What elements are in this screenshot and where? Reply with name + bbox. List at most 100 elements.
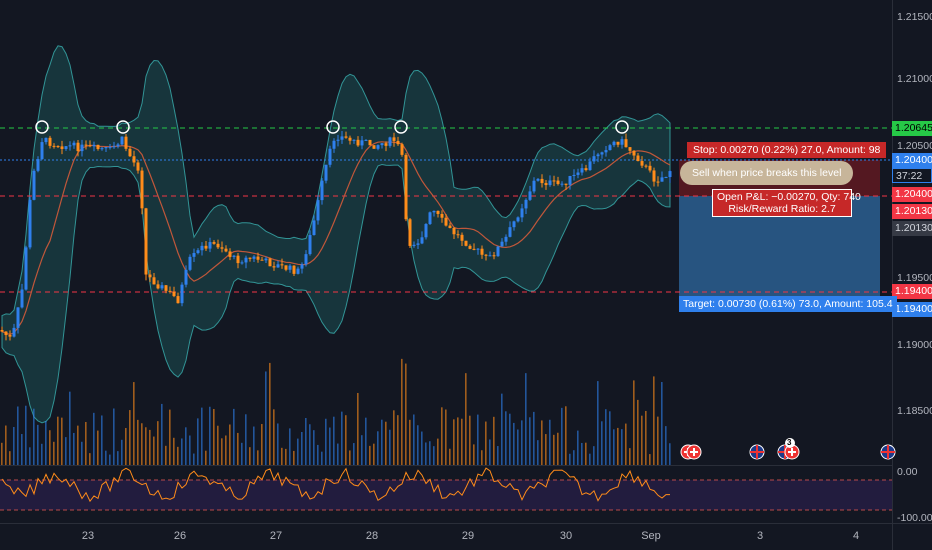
candle-body	[300, 264, 304, 269]
volume-bar	[29, 447, 31, 465]
volume-bar	[425, 442, 427, 465]
candle-body	[472, 248, 476, 250]
candle-body	[288, 265, 292, 270]
volume-bar	[105, 450, 107, 465]
event-count-badge	[785, 438, 795, 448]
volume-bar	[521, 420, 523, 465]
bar-countdown: 37:22	[892, 168, 932, 183]
volume-bar	[505, 411, 507, 465]
candle-body	[496, 246, 500, 257]
volume-bar	[605, 409, 607, 465]
candle-body	[504, 236, 508, 242]
candle-body	[488, 255, 492, 257]
volume-bar	[117, 451, 119, 465]
candle-body	[260, 259, 264, 261]
candle-body	[216, 243, 220, 248]
candle-body	[584, 168, 588, 171]
candle-body	[108, 146, 112, 148]
candle-body	[552, 180, 556, 182]
flag-ch-icon	[686, 444, 702, 460]
candle-body	[644, 165, 648, 167]
candle-body	[444, 217, 448, 226]
candle-body	[476, 248, 480, 250]
volume-bar	[181, 438, 183, 465]
candle-body	[280, 264, 284, 266]
volume-bar	[109, 454, 111, 465]
bollinger-band-fill	[1, 45, 671, 424]
volume-bar	[461, 418, 463, 465]
candle-body	[404, 154, 408, 220]
candle-body	[144, 208, 148, 275]
volume-bar	[433, 446, 435, 465]
candle-body	[428, 212, 432, 225]
candle-body	[316, 200, 320, 221]
candle-body	[424, 224, 428, 238]
volume-bar	[557, 432, 559, 465]
stop-price-tag: 1.20400	[892, 187, 932, 202]
volume-bar	[193, 453, 195, 465]
pnl-box[interactable]: Open P&L: −0.00270, Qty: 740 Risk/Reward…	[712, 189, 861, 217]
volume-bar	[429, 441, 431, 465]
volume-bar	[89, 453, 91, 465]
volume-bar	[333, 416, 335, 465]
candle-body	[364, 139, 368, 141]
candle-body	[292, 265, 296, 274]
volume-bar	[385, 421, 387, 465]
volume-bar	[493, 416, 495, 465]
volume-bar	[489, 439, 491, 465]
candle-body	[252, 256, 256, 259]
candle-body	[536, 178, 540, 181]
volume-bar	[129, 410, 131, 465]
volume-bar	[297, 438, 299, 465]
volume-bar	[573, 450, 575, 465]
volume-bar	[473, 444, 475, 465]
event-count-text: 3	[787, 438, 792, 447]
candle-body	[508, 227, 512, 237]
volume-bar	[165, 445, 167, 465]
price-pane[interactable]	[0, 45, 892, 465]
candle-body	[268, 258, 272, 267]
stop-label[interactable]: Stop: 0.00270 (0.22%) 27.0, Amount: 98	[687, 142, 887, 158]
oscillator-pane[interactable]	[0, 467, 892, 511]
volume-bar	[261, 424, 263, 465]
candle-body	[36, 159, 40, 171]
target-label[interactable]: Target: 0.00730 (0.61%) 73.0, Amount: 10…	[679, 296, 897, 312]
volume-bar	[5, 425, 7, 465]
volume-bar	[629, 448, 631, 465]
volume-bar	[517, 429, 519, 465]
volume-bar	[189, 435, 191, 465]
candle-body	[92, 144, 96, 147]
volume-bar	[481, 450, 483, 465]
time-label: 30	[559, 530, 573, 542]
candle-body	[184, 269, 188, 285]
volume-bar	[637, 399, 639, 465]
volume-bar	[85, 421, 87, 465]
candle-body	[76, 142, 80, 152]
volume-bar	[401, 358, 403, 465]
candle-body	[548, 180, 552, 186]
candle-body	[484, 254, 488, 256]
candle-body	[436, 210, 440, 214]
volume-bar	[81, 441, 83, 465]
volume-bar	[381, 419, 383, 465]
volume-bar	[241, 442, 243, 465]
volume-bar	[249, 447, 251, 465]
price-label: 1.21500	[897, 11, 932, 23]
candle-body	[308, 235, 312, 255]
volume-bar	[185, 427, 187, 465]
volume-bar	[269, 362, 271, 465]
candle-body	[196, 250, 200, 254]
volume-bar	[437, 438, 439, 465]
volume-bar	[237, 432, 239, 465]
candle-body	[412, 244, 416, 246]
candle-body	[168, 290, 172, 292]
candle-body	[140, 170, 144, 209]
candle-body	[640, 161, 644, 166]
candle-body	[528, 191, 532, 200]
candle-body	[124, 136, 128, 149]
price-note-bubble[interactable]: Sell when price breaks this level	[680, 161, 854, 185]
candle-body	[112, 146, 116, 148]
time-label: 27	[269, 530, 283, 542]
volume-bar	[513, 422, 515, 465]
